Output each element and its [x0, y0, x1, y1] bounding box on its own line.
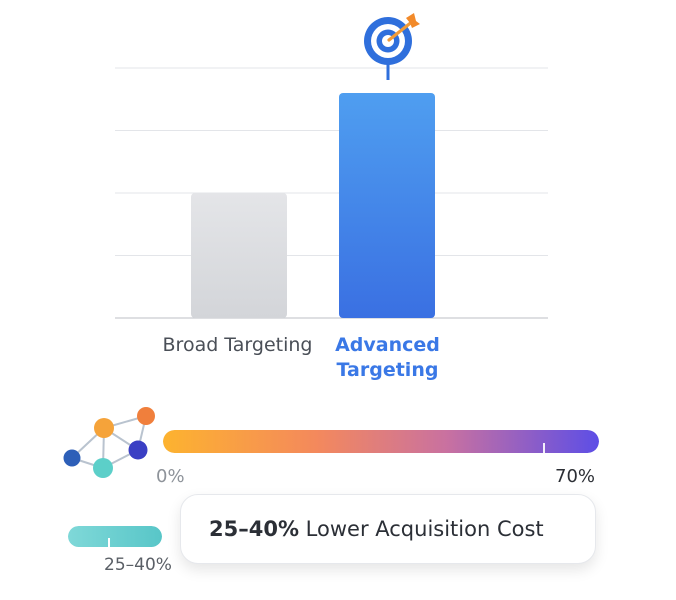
acquisition-cost-callout: 25–40% Lower Acquisition Cost: [180, 494, 596, 564]
reduction-indicator-tick: [108, 538, 110, 550]
callout-text: Lower Acquisition Cost: [299, 517, 544, 541]
gradient-range-fill: [163, 430, 599, 453]
range-marker-tick: [543, 443, 545, 457]
reduction-range-label: 25–40%: [104, 555, 172, 575]
network-nodes-icon: [63, 407, 155, 478]
category-label-broad-targeting: Broad Targeting: [162, 334, 313, 356]
callout-highlight: 25–40%: [209, 517, 299, 541]
range-min-label: 0%: [156, 466, 185, 487]
reduction-indicator-bar: [68, 526, 162, 547]
bar-broad-targeting: [191, 193, 287, 318]
reduction-indicator-fill: [68, 526, 162, 547]
bar-advanced-targeting: [339, 93, 435, 318]
gradient-range-bar: [163, 430, 599, 453]
range-max-label: 70%: [555, 466, 596, 487]
target-dart-icon: [364, 13, 420, 80]
category-label-advanced-targeting: Advanced Targeting: [335, 334, 440, 381]
